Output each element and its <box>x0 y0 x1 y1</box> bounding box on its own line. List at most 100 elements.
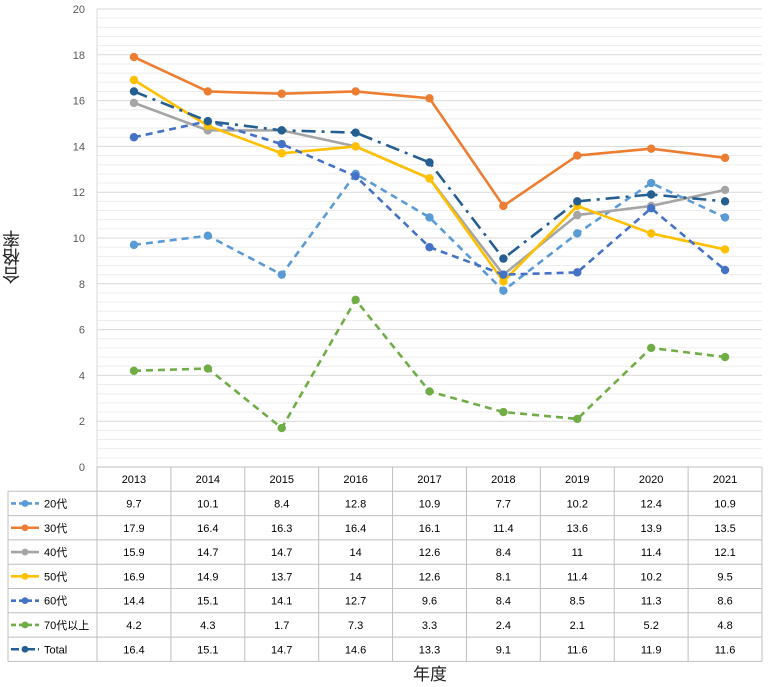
x-tick-label: 2016 <box>343 474 367 486</box>
table-cell-value: 12.7 <box>345 596 366 608</box>
table-cell-value: 10.1 <box>197 498 218 510</box>
table-cell-value: 9.1 <box>496 644 511 656</box>
table-cell-value: 16.4 <box>345 523 366 535</box>
table-cell-value: 2.1 <box>570 620 585 632</box>
y-tick-label: 2 <box>79 416 85 428</box>
x-tick-label: 2019 <box>565 474 589 486</box>
table-cell-value: 14 <box>349 547 361 559</box>
legend-label: 20代 <box>44 497 67 510</box>
x-tick-label: 2020 <box>639 474 663 486</box>
legend-key-marker <box>21 500 29 507</box>
legend-key-marker <box>21 621 29 629</box>
table-cell-value: 13.5 <box>714 523 735 535</box>
table-cell-value: 11.9 <box>641 644 662 656</box>
table-cell-value: 12.6 <box>419 571 440 583</box>
table-cell-value: 12.6 <box>419 547 440 559</box>
table-cell-value: 8.4 <box>496 547 511 559</box>
data-point <box>646 178 656 188</box>
data-point <box>203 231 213 240</box>
series-line <box>133 90 726 260</box>
table-cell-value: 16.4 <box>123 644 144 656</box>
table-cell-value: 11.6 <box>715 644 736 656</box>
data-point <box>129 98 139 108</box>
legend-key-marker <box>21 572 29 580</box>
table-cell-value: 11.4 <box>493 523 514 535</box>
y-axis-label: 合格率 <box>2 230 23 284</box>
y-tick-label: 16 <box>73 96 85 108</box>
data-point <box>573 414 582 424</box>
table-cell-value: 14.6 <box>345 644 366 656</box>
table-cell-value: 10.9 <box>419 498 440 510</box>
x-tick-label: 2017 <box>417 474 441 486</box>
table-cell-value: 8.4 <box>496 596 511 608</box>
table-cell-value: 10.2 <box>640 571 661 583</box>
y-tick-label: 6 <box>79 325 85 337</box>
data-point <box>499 201 508 211</box>
legend-key-marker <box>21 548 29 556</box>
data-point <box>277 270 286 279</box>
table-cell-value: 11.4 <box>567 571 588 583</box>
data-point <box>425 213 434 222</box>
table-cell-value: 8.1 <box>496 571 511 583</box>
table-cell-value: 12.1 <box>714 547 735 559</box>
table-cell-value: 4.3 <box>200 620 215 632</box>
legend-key-marker <box>21 524 29 532</box>
series-line <box>133 298 726 430</box>
table-cell-value: 14.7 <box>271 644 292 656</box>
data-point <box>351 171 360 181</box>
data-point <box>646 229 656 238</box>
table-cell-value: 13.6 <box>567 523 588 535</box>
legend-label: 70代以上 <box>44 619 89 632</box>
table-cell-value: 9.7 <box>126 498 141 510</box>
table-cell-value: 13.3 <box>419 644 440 656</box>
table-cell-value: 11.4 <box>641 547 662 559</box>
data-point <box>646 190 656 199</box>
table-cell-value: 3.3 <box>422 620 437 632</box>
table-cell-value: 12.4 <box>640 498 661 510</box>
y-tick-label: 10 <box>73 233 85 245</box>
x-tick-label: 2015 <box>269 474 293 486</box>
data-point <box>499 254 508 263</box>
y-tick-label: 12 <box>73 187 85 199</box>
y-axis: 0 2 4 6 8 10 12 14 16 18 20 <box>73 4 85 474</box>
data-point <box>720 153 730 163</box>
table-cell-value: 11.3 <box>641 596 662 608</box>
data-point <box>351 87 360 96</box>
data-point <box>720 352 730 362</box>
data-point <box>203 87 213 96</box>
x-tick-label: 2013 <box>122 474 146 486</box>
data-point <box>277 423 286 433</box>
data-point <box>203 364 213 373</box>
x-axis-label: 年度 <box>413 665 447 685</box>
table-cell-value: 9.5 <box>717 571 732 583</box>
table-cell-value: 14.7 <box>271 547 292 559</box>
data-point <box>351 128 360 137</box>
data-point <box>499 286 508 295</box>
legend-label: 40代 <box>44 546 67 559</box>
table-cell-value: 15.1 <box>197 644 218 656</box>
series-line <box>133 172 726 292</box>
x-tick-label: 2021 <box>713 474 737 486</box>
table-cell-value: 16.3 <box>271 523 292 535</box>
series-line <box>133 119 726 276</box>
table-cell-value: 8.4 <box>274 498 289 510</box>
y-tick-label: 4 <box>79 370 85 382</box>
data-point <box>277 89 286 98</box>
data-point <box>720 265 730 275</box>
data-point <box>277 139 286 149</box>
data-point <box>720 197 730 206</box>
data-point <box>129 133 139 142</box>
table-cell-value: 16.1 <box>419 523 440 535</box>
legend-label: 30代 <box>44 522 67 535</box>
data-point <box>573 197 582 206</box>
y-tick-label: 18 <box>73 50 85 62</box>
table-cell-value: 17.9 <box>123 523 144 535</box>
table-cell-value: 15.9 <box>123 547 144 559</box>
table-cell-value: 13.7 <box>271 571 292 583</box>
data-point <box>499 270 508 279</box>
table-cell-value: 11.6 <box>567 644 588 656</box>
data-point <box>573 268 582 277</box>
data-point <box>425 387 434 396</box>
y-tick-label: 8 <box>79 279 85 291</box>
data-point <box>573 229 582 238</box>
